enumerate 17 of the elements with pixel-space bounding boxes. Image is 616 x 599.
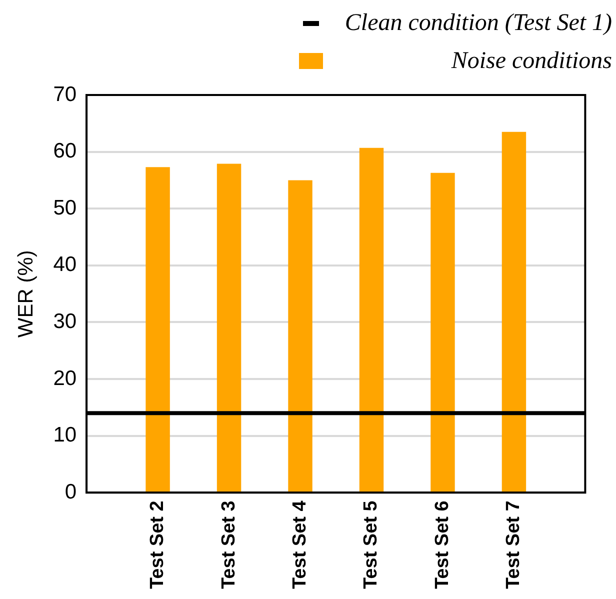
y-tick-label: 0 [64, 480, 77, 504]
legend-label: Clean condition (Test Set 1) [344, 10, 612, 36]
y-tick-label: 60 [53, 140, 77, 163]
x-tick-label: Test Set 3 [218, 500, 240, 590]
y-tick-label: 40 [53, 253, 77, 276]
y-tick-label: 30 [53, 310, 77, 334]
y-tick-label: 50 [53, 196, 77, 220]
y-tick-label: 70 [53, 82, 77, 106]
y-tick-label: 10 [53, 424, 77, 447]
x-tick-label: Test Set 6 [432, 500, 453, 590]
y-axis-title: WER (%) [14, 250, 38, 338]
x-tick-label: Test Set 2 [147, 500, 168, 590]
text: Noise conditions [451, 48, 612, 74]
x-tick-label: Test Set 7 [503, 500, 524, 590]
y-tick-label: 20 [53, 366, 77, 390]
x-tick-label: Test Set 4 [289, 500, 310, 590]
x-tick-label: Test Set 5 [360, 500, 382, 590]
